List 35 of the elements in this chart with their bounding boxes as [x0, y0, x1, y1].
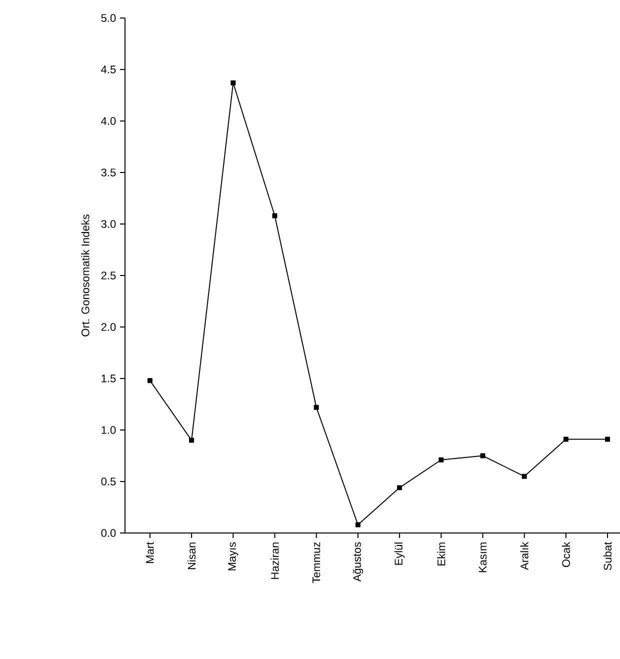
x-tick-label: Ağustos [352, 542, 363, 582]
y-tick-label: 3.5 [101, 168, 116, 176]
y-tick-label: 2.5 [101, 272, 116, 280]
x-tick-label: Haziran [270, 542, 279, 579]
y-axis-title: Ort. Gonosomatik Indeks [80, 214, 90, 336]
y-tick-label: 3.0 [101, 220, 116, 228]
y-tick-label: 1.5 [101, 374, 116, 382]
x-tick-label: Mayıs [228, 542, 238, 570]
y-tick-label: 1.0 [101, 426, 116, 434]
y-tick-label: 4.0 [100, 117, 116, 125]
point [604, 436, 610, 442]
point [314, 404, 319, 410]
x-tick-label: Aralık [520, 542, 528, 570]
y-tick-label: 4.5 [100, 66, 116, 74]
point [355, 522, 360, 528]
y-tick-label: 0.0 [101, 529, 116, 537]
x-tick-label: Temmuz [312, 542, 320, 584]
point [522, 474, 527, 479]
point [188, 438, 194, 443]
x-tick-label: Mart [146, 542, 154, 563]
x-tick-label: Ekim [436, 542, 445, 566]
x-tick-label: Kasım [478, 542, 486, 572]
x-tick-label: Ocak [562, 542, 570, 568]
y-tick-label: 2.0 [101, 323, 116, 331]
x-tick-label: Subat [603, 542, 612, 570]
y-tick-label: 0.5 [101, 478, 116, 486]
x-tick-label: Eylül [394, 542, 404, 565]
x-tick-label: Nisan [187, 542, 196, 570]
point [438, 457, 444, 462]
point [147, 378, 152, 384]
point [230, 80, 236, 86]
y-tick-label: 5.0 [101, 14, 116, 22]
point [480, 453, 485, 458]
point [563, 436, 568, 442]
point [396, 485, 402, 490]
